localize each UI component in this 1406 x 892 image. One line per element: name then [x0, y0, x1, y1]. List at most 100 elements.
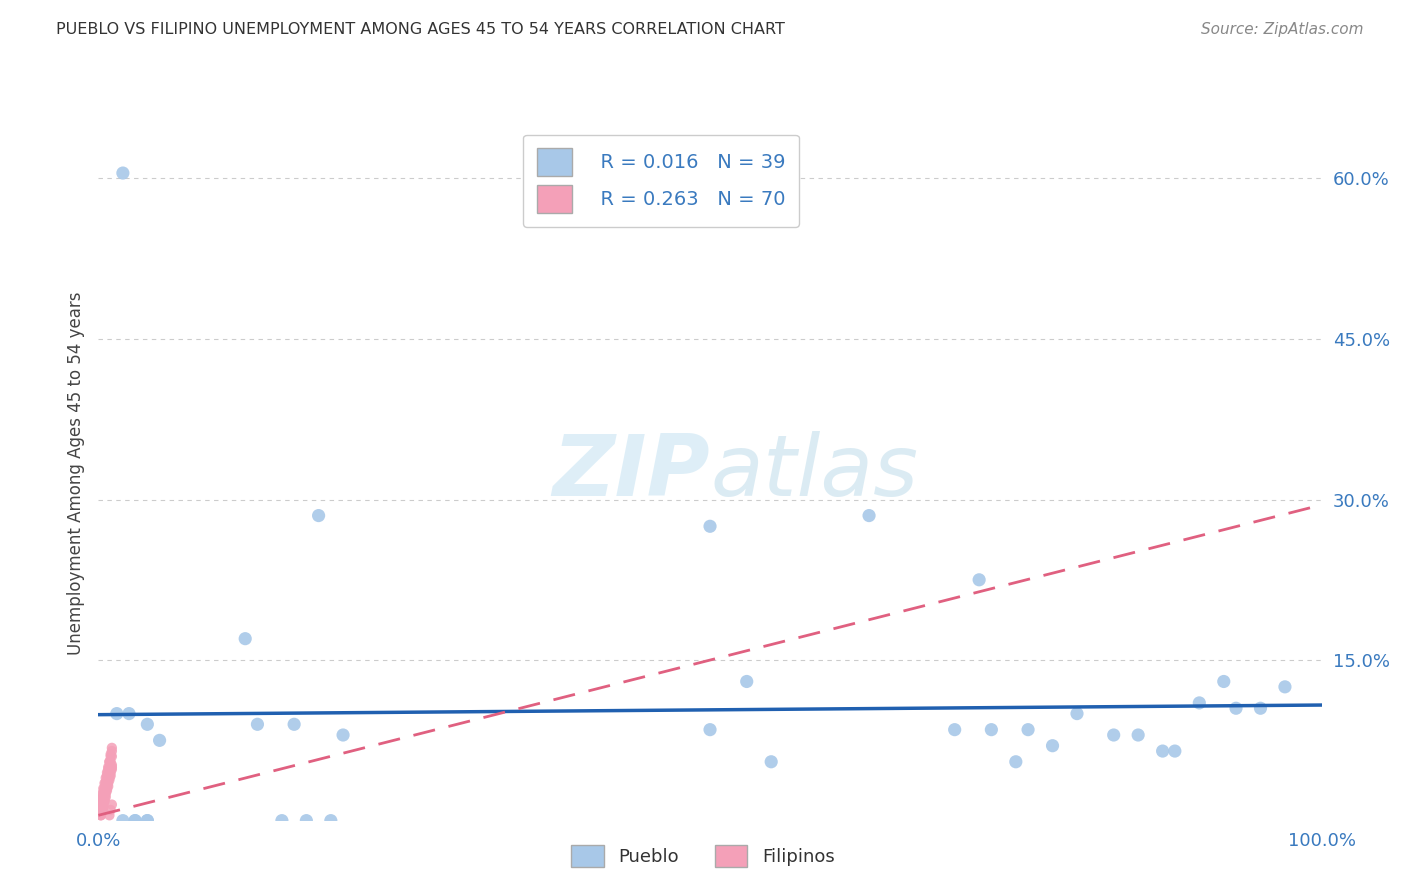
Point	[91, 792, 114, 806]
Point	[98, 808, 121, 822]
Point	[735, 674, 758, 689]
Point	[98, 771, 121, 785]
Point	[100, 762, 122, 776]
Point	[1042, 739, 1064, 753]
Point	[98, 772, 121, 787]
Point	[100, 765, 122, 780]
Point	[94, 781, 117, 796]
Text: ZIP: ZIP	[553, 431, 710, 515]
Point	[246, 717, 269, 731]
Point	[90, 805, 112, 819]
Point	[1004, 755, 1026, 769]
Point	[94, 787, 117, 801]
Point	[96, 771, 118, 785]
Point	[967, 573, 990, 587]
Point	[101, 758, 124, 772]
Point	[118, 706, 141, 721]
Point	[1274, 680, 1296, 694]
Point	[699, 723, 721, 737]
Point	[91, 797, 114, 812]
Point	[94, 776, 117, 790]
Point	[96, 783, 118, 797]
Text: Source: ZipAtlas.com: Source: ZipAtlas.com	[1201, 22, 1364, 37]
Point	[96, 776, 118, 790]
Point	[91, 781, 114, 796]
Point	[91, 803, 114, 817]
Point	[91, 797, 114, 812]
Point	[149, 733, 172, 747]
Point	[91, 787, 114, 801]
Point	[332, 728, 354, 742]
Point	[96, 769, 118, 783]
Point	[943, 723, 966, 737]
Point	[97, 762, 120, 776]
Point	[97, 772, 120, 787]
Point	[90, 803, 112, 817]
Point	[101, 740, 124, 755]
Point	[111, 814, 134, 828]
Point	[97, 771, 120, 785]
Point	[96, 765, 118, 780]
Point	[295, 814, 318, 828]
Point	[93, 790, 115, 805]
Point	[90, 797, 112, 812]
Point	[100, 747, 122, 762]
Point	[93, 776, 115, 790]
Text: PUEBLO VS FILIPINO UNEMPLOYMENT AMONG AGES 45 TO 54 YEARS CORRELATION CHART: PUEBLO VS FILIPINO UNEMPLOYMENT AMONG AG…	[56, 22, 785, 37]
Point	[105, 706, 128, 721]
Point	[93, 787, 115, 801]
Y-axis label: Unemployment Among Ages 45 to 54 years: Unemployment Among Ages 45 to 54 years	[66, 291, 84, 655]
Point	[98, 760, 121, 774]
Point	[100, 803, 122, 817]
Point	[90, 803, 112, 817]
Point	[94, 776, 117, 790]
Legend:   R = 0.016   N = 39,   R = 0.263   N = 70: R = 0.016 N = 39, R = 0.263 N = 70	[523, 135, 799, 227]
Point	[1102, 728, 1125, 742]
Legend: Pueblo, Filipinos: Pueblo, Filipinos	[564, 838, 842, 874]
Point	[97, 765, 120, 780]
Point	[1212, 674, 1234, 689]
Point	[93, 783, 115, 797]
Point	[1128, 728, 1150, 742]
Point	[308, 508, 330, 523]
Point	[136, 814, 159, 828]
Point	[136, 814, 159, 828]
Point	[699, 519, 721, 533]
Point	[101, 797, 124, 812]
Point	[101, 744, 124, 758]
Point	[233, 632, 256, 646]
Point	[91, 787, 114, 801]
Point	[97, 780, 120, 794]
Point	[91, 801, 114, 815]
Point	[858, 508, 880, 523]
Point	[94, 771, 117, 785]
Point	[94, 783, 117, 797]
Point	[91, 794, 114, 808]
Point	[91, 801, 114, 815]
Point	[1164, 744, 1187, 758]
Point	[96, 780, 118, 794]
Text: atlas: atlas	[710, 431, 918, 515]
Point	[124, 814, 146, 828]
Point	[100, 769, 122, 783]
Point	[283, 717, 305, 731]
Point	[94, 790, 117, 805]
Point	[91, 792, 114, 806]
Point	[97, 760, 120, 774]
Point	[97, 776, 120, 790]
Point	[319, 814, 342, 828]
Point	[91, 797, 114, 812]
Point	[91, 805, 114, 819]
Point	[101, 760, 124, 774]
Point	[93, 794, 115, 808]
Point	[100, 755, 122, 769]
Point	[270, 814, 294, 828]
Point	[101, 749, 124, 764]
Point	[1066, 706, 1088, 721]
Point	[98, 755, 121, 769]
Point	[124, 814, 146, 828]
Point	[98, 769, 121, 783]
Point	[90, 808, 112, 822]
Point	[90, 792, 112, 806]
Point	[93, 792, 115, 806]
